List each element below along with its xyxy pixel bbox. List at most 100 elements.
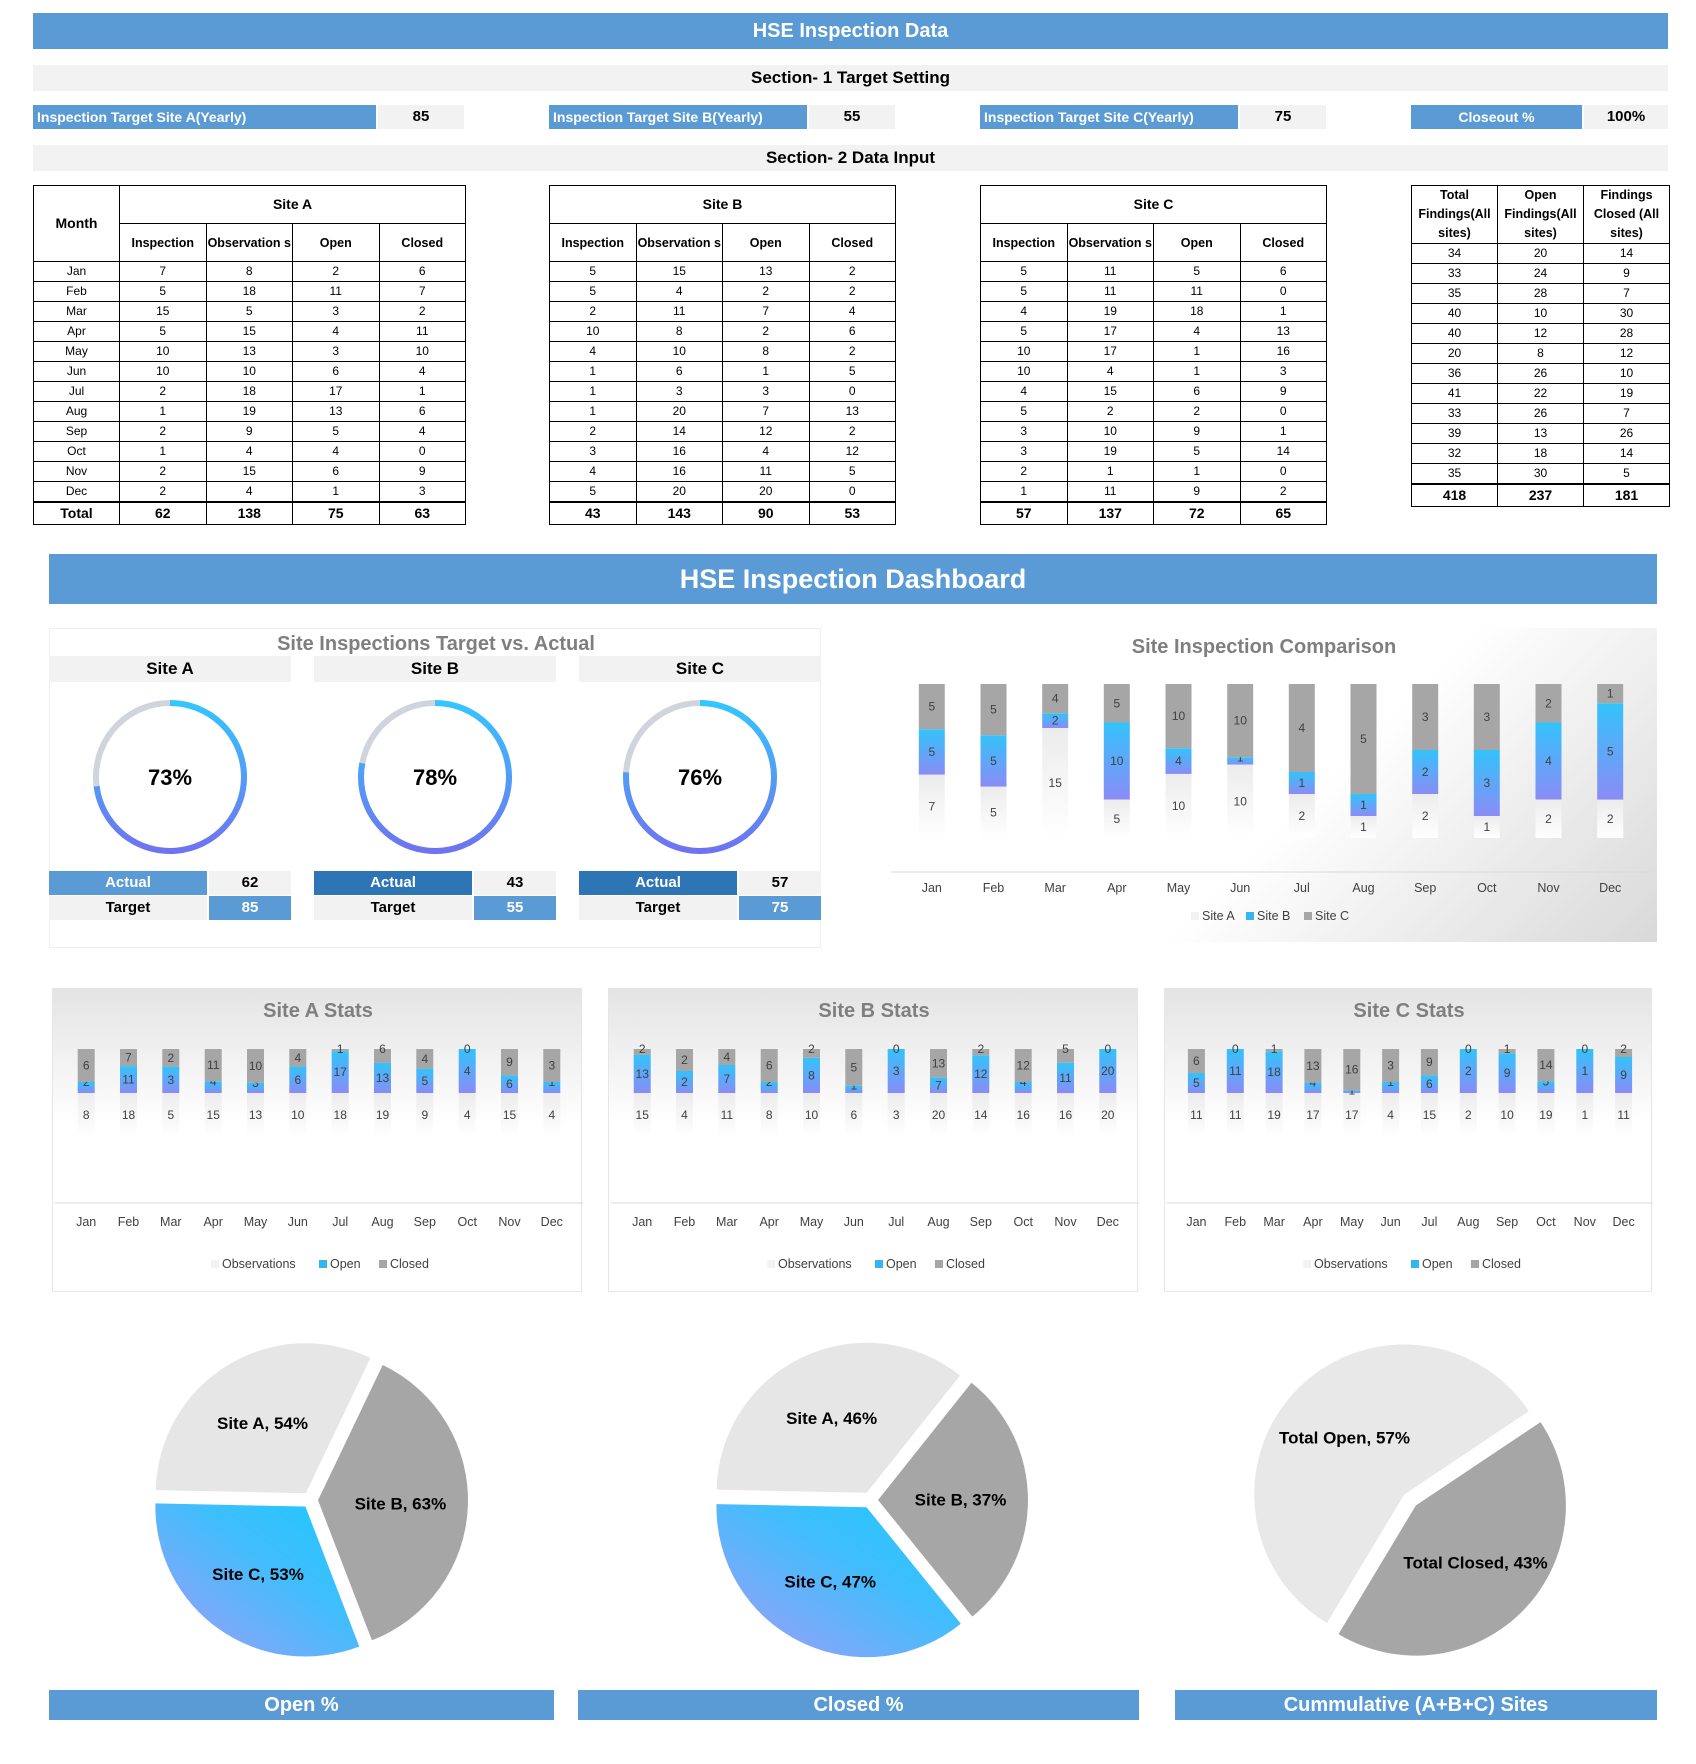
data-cell[interactable]: 4 (205, 441, 293, 462)
data-cell[interactable]: 15 (119, 301, 207, 322)
data-cell[interactable]: 19 (1066, 441, 1154, 462)
data-cell[interactable]: 4 (205, 481, 293, 503)
data-cell[interactable]: 5 (980, 281, 1068, 302)
data-cell[interactable]: 2 (378, 301, 467, 322)
data-cell[interactable]: 14 (635, 421, 723, 442)
data-cell[interactable]: 5 (119, 321, 207, 342)
data-cell[interactable]: 17 (1066, 341, 1154, 362)
data-cell[interactable]: 1 (292, 481, 380, 503)
data-cell[interactable]: 6 (378, 261, 467, 282)
data-cell[interactable]: 8 (722, 341, 810, 362)
data-cell[interactable]: 10 (549, 321, 637, 342)
data-cell[interactable]: 12 (808, 441, 896, 462)
data-cell[interactable]: 4 (1153, 321, 1241, 342)
data-cell[interactable]: 19 (1066, 301, 1154, 322)
data-cell[interactable]: 13 (808, 401, 896, 422)
data-cell[interactable]: 7 (722, 401, 810, 422)
data-cell[interactable]: 11 (292, 281, 380, 302)
data-cell[interactable]: 5 (1153, 261, 1241, 282)
data-cell[interactable]: 6 (292, 461, 380, 482)
data-cell[interactable]: 18 (205, 381, 293, 402)
data-cell[interactable]: 1 (1153, 461, 1241, 482)
data-cell[interactable]: 1 (1239, 421, 1327, 442)
data-cell[interactable]: 2 (722, 321, 810, 342)
data-cell[interactable]: 8 (205, 261, 293, 282)
data-cell[interactable]: 1 (1153, 361, 1241, 382)
data-cell[interactable]: 5 (292, 421, 380, 442)
data-cell[interactable]: 4 (292, 321, 380, 342)
data-cell[interactable]: 0 (1239, 401, 1327, 422)
data-cell[interactable]: 15 (205, 321, 293, 342)
data-cell[interactable]: 7 (119, 261, 207, 282)
data-cell[interactable]: 17 (292, 381, 380, 402)
data-cell[interactable]: 5 (549, 481, 637, 503)
data-cell[interactable]: 13 (722, 261, 810, 282)
data-cell[interactable]: 0 (1239, 461, 1327, 482)
data-cell[interactable]: 4 (378, 421, 467, 442)
data-cell[interactable]: 10 (119, 361, 207, 382)
data-cell[interactable]: 3 (980, 441, 1068, 462)
data-cell[interactable]: 10 (980, 341, 1068, 362)
data-cell[interactable]: 6 (1153, 381, 1241, 402)
data-cell[interactable]: 2 (119, 481, 207, 503)
data-cell[interactable]: 1 (980, 481, 1068, 503)
data-cell[interactable]: 20 (635, 481, 723, 503)
data-cell[interactable]: 5 (980, 321, 1068, 342)
data-cell[interactable]: 4 (980, 381, 1068, 402)
target-value-site-c[interactable]: 75 (1240, 105, 1326, 129)
data-cell[interactable]: 10 (635, 341, 723, 362)
data-cell[interactable]: 9 (1239, 381, 1327, 402)
data-cell[interactable]: 1 (549, 401, 637, 422)
data-cell[interactable]: 0 (808, 381, 896, 402)
data-cell[interactable]: 2 (549, 421, 637, 442)
data-cell[interactable]: 12 (722, 421, 810, 442)
data-cell[interactable]: 2 (292, 261, 380, 282)
data-cell[interactable]: 19 (205, 401, 293, 422)
data-cell[interactable]: 13 (205, 341, 293, 362)
data-cell[interactable]: 6 (635, 361, 723, 382)
data-cell[interactable]: 5 (980, 401, 1068, 422)
data-cell[interactable]: 17 (1066, 321, 1154, 342)
data-cell[interactable]: 11 (378, 321, 467, 342)
data-cell[interactable]: 11 (1066, 261, 1154, 282)
data-cell[interactable]: 9 (378, 461, 467, 482)
data-cell[interactable]: 1 (119, 441, 207, 462)
data-cell[interactable]: 1 (722, 361, 810, 382)
target-value-site-a[interactable]: 85 (378, 105, 464, 129)
data-cell[interactable]: 5 (549, 281, 637, 302)
data-cell[interactable]: 5 (808, 361, 896, 382)
data-cell[interactable]: 13 (292, 401, 380, 422)
data-cell[interactable]: 10 (1066, 421, 1154, 442)
data-cell[interactable]: 9 (205, 421, 293, 442)
data-cell[interactable]: 5 (980, 261, 1068, 282)
data-cell[interactable]: 3 (722, 381, 810, 402)
data-cell[interactable]: 6 (1239, 261, 1327, 282)
data-cell[interactable]: 2 (808, 281, 896, 302)
data-cell[interactable]: 14 (1239, 441, 1327, 462)
data-cell[interactable]: 16 (1239, 341, 1327, 362)
data-cell[interactable]: 16 (635, 461, 723, 482)
data-cell[interactable]: 4 (980, 301, 1068, 322)
data-cell[interactable]: 11 (1066, 481, 1154, 503)
data-cell[interactable]: 4 (549, 341, 637, 362)
data-cell[interactable]: 2 (119, 381, 207, 402)
data-cell[interactable]: 2 (808, 421, 896, 442)
data-cell[interactable]: 1 (549, 361, 637, 382)
data-cell[interactable]: 9 (1153, 481, 1241, 503)
data-cell[interactable]: 5 (205, 301, 293, 322)
data-cell[interactable]: 8 (635, 321, 723, 342)
data-cell[interactable]: 9 (1153, 421, 1241, 442)
data-cell[interactable]: 2 (119, 461, 207, 482)
data-cell[interactable]: 11 (722, 461, 810, 482)
data-cell[interactable]: 1 (549, 381, 637, 402)
data-cell[interactable]: 4 (808, 301, 896, 322)
data-cell[interactable]: 1 (1153, 341, 1241, 362)
data-cell[interactable]: 2 (119, 421, 207, 442)
data-cell[interactable]: 15 (205, 461, 293, 482)
data-cell[interactable]: 13 (1239, 321, 1327, 342)
data-cell[interactable]: 10 (980, 361, 1068, 382)
data-cell[interactable]: 3 (980, 421, 1068, 442)
data-cell[interactable]: 4 (549, 461, 637, 482)
data-cell[interactable]: 7 (722, 301, 810, 322)
data-cell[interactable]: 1 (1239, 301, 1327, 322)
